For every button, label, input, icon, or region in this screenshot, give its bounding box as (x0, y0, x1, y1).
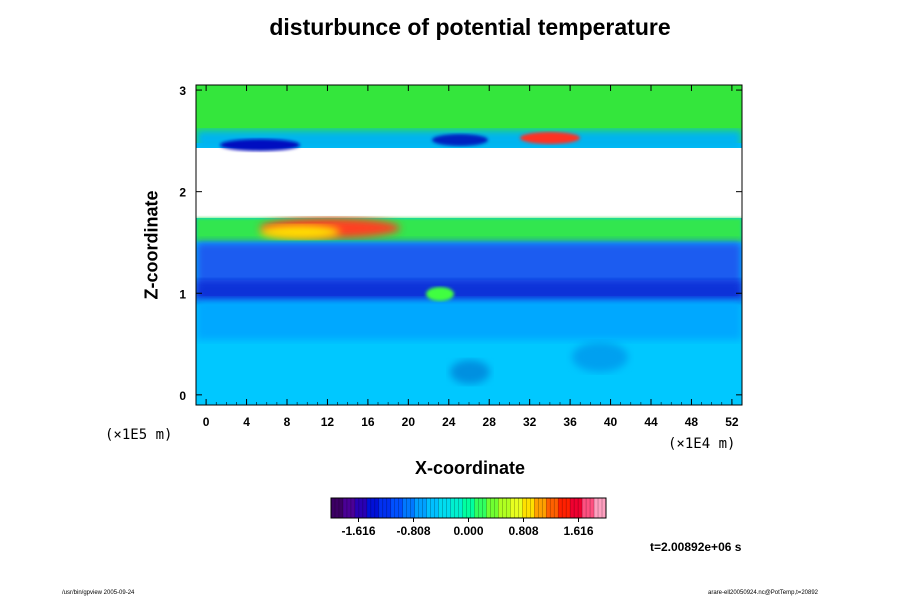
footer-left: /usr/bin/gpview 2005-09-24 (62, 590, 135, 596)
x-tick-label-11: 44 (644, 415, 658, 429)
colorbar-swatch-12 (474, 498, 487, 518)
x-tick-label-10: 40 (604, 415, 618, 429)
x-tick-label-2: 8 (284, 415, 291, 429)
colorbar-swatch-14 (498, 498, 511, 518)
time-label: t=2.00892e+06 s (650, 540, 742, 554)
colorbar-swatch-19 (558, 498, 571, 518)
warm-wave (520, 132, 580, 144)
y-unit-label: (×1E5 m) (105, 427, 173, 443)
x-tick-label-1: 4 (243, 415, 250, 429)
y-axis-label: Z-coordinate (141, 190, 162, 300)
x-axis: 0 4 8 12 16 20 24 28 32 36 40 44 48 52 (203, 85, 739, 429)
footer-right: arare-ell20050924.nc@PotTemp,t=20892 (708, 590, 818, 596)
colorbar-swatch-21 (582, 498, 595, 518)
x-tick-label-8: 32 (523, 415, 537, 429)
x-tick-label-6: 24 (442, 415, 456, 429)
eddy-1 (572, 342, 628, 372)
colorbar-swatch-10 (450, 498, 464, 518)
colorbar-swatch-15 (510, 498, 523, 518)
x-tick-label-9: 36 (563, 415, 577, 429)
colorbar-swatch-13 (486, 498, 499, 518)
colorbar-label-3: 0.808 (508, 524, 538, 538)
colorbar-swatch-17 (534, 498, 547, 518)
colorbar-swatch-18 (546, 498, 559, 518)
x-tick-label-12: 48 (685, 415, 699, 429)
x-tick-label-4: 16 (361, 415, 375, 429)
colorbar-swatch-7 (414, 498, 428, 518)
colorbar-swatch-11 (462, 498, 475, 518)
colorbar-swatch-16 (522, 498, 535, 518)
y-tick-label-1: 1 (179, 287, 186, 301)
x-tick-label-13: 52 (725, 415, 739, 429)
heatmap-field (196, 85, 742, 405)
colorbar-swatch-9 (438, 498, 452, 518)
y-tick-label-0: 0 (179, 389, 186, 403)
colorbar-label-1: -0.808 (396, 524, 430, 538)
cold-wave-1 (432, 134, 488, 146)
colorbar: -1.616 -0.808 0.000 0.808 1.616 (330, 497, 607, 538)
x-axis-label: X-coordinate (414, 458, 525, 478)
x-tick-label-7: 28 (483, 415, 497, 429)
yellow-patch (260, 225, 340, 239)
colorbar-swatch-22 (594, 498, 607, 518)
y-axis: 0 1 2 3 (179, 84, 742, 403)
colorbar-label-2: 0.000 (453, 524, 483, 538)
colorbar-swatch-5 (390, 498, 404, 518)
colorbar-swatch-1 (342, 498, 356, 518)
colorbar-label-4: 1.616 (563, 524, 593, 538)
band-mid (196, 300, 742, 340)
colorbar-swatch-3 (366, 498, 380, 518)
colorbar-label-0: -1.616 (341, 524, 375, 538)
x-tick-label-5: 20 (402, 415, 416, 429)
chart-title: disturbunce of potential temperature (269, 14, 671, 40)
band-darkblue (196, 280, 742, 302)
colorbar-swatch-2 (354, 498, 368, 518)
colorbar-swatch-6 (402, 498, 416, 518)
eddy-2 (450, 360, 490, 384)
x-tick-label-3: 12 (321, 415, 335, 429)
colorbar-swatch-4 (378, 498, 392, 518)
x-unit-label: (×1E4 m) (668, 436, 736, 452)
colorbar-swatch-0 (331, 498, 344, 518)
colorbar-swatch-8 (426, 498, 440, 518)
green-spot (426, 287, 454, 301)
x-tick-label-0: 0 (203, 415, 210, 429)
y-tick-label-2: 2 (179, 186, 186, 200)
colorbar-swatch-20 (570, 498, 583, 518)
y-tick-label-3: 3 (179, 84, 186, 98)
band-white (196, 148, 742, 218)
cold-wave-2 (220, 139, 300, 151)
